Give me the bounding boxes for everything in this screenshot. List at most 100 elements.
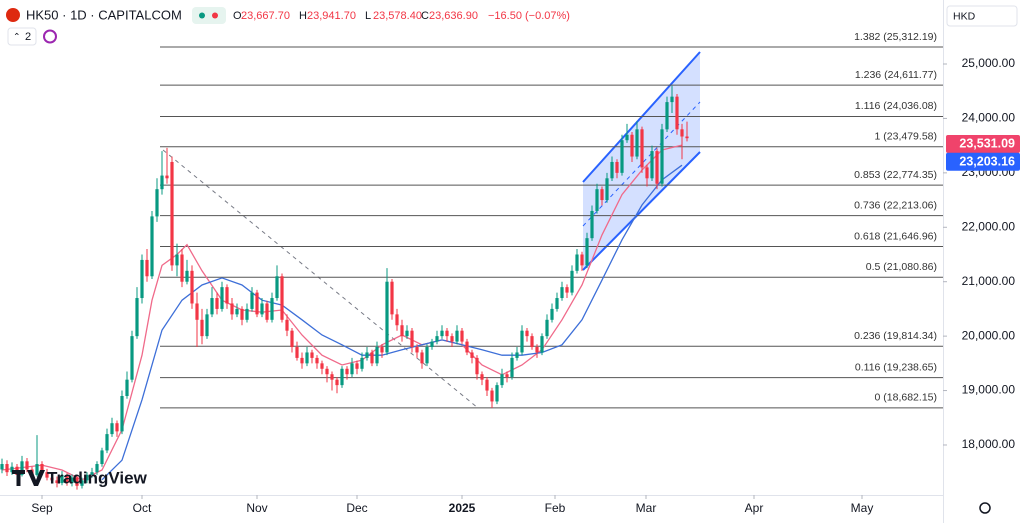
- candle-body: [660, 129, 664, 184]
- candle-body: [570, 270, 574, 293]
- candle-body: [500, 374, 504, 386]
- ohlc-key: O: [233, 10, 242, 22]
- candle-body: [100, 450, 104, 465]
- candle-body: [585, 238, 589, 266]
- ohlc-key: H: [299, 10, 307, 22]
- x-tick-label: Apr: [745, 501, 764, 515]
- candle-body: [135, 298, 139, 337]
- candle-body: [495, 385, 499, 402]
- candle-body: [200, 319, 204, 337]
- ohlc-value: 23,667.70: [241, 10, 290, 22]
- status-pill[interactable]: [192, 7, 226, 24]
- fib-label: 1.116 (24,036.08): [855, 100, 937, 112]
- candle-body: [270, 298, 274, 320]
- candle-body: [515, 352, 519, 358]
- candle-body: [525, 330, 529, 337]
- status-dot: [212, 12, 218, 19]
- channel-bottom: [582, 151, 701, 271]
- candle-body: [505, 374, 509, 377]
- candle-body: [145, 259, 149, 277]
- candle-body: [180, 254, 184, 282]
- logo-text: TradingView: [47, 468, 148, 487]
- candle-body: [420, 352, 424, 364]
- candle-body: [340, 368, 344, 386]
- trend-line: [162, 149, 479, 409]
- candle-body: [590, 210, 594, 239]
- candle-body: [310, 352, 314, 358]
- candle-body: [245, 308, 249, 320]
- indicator-toggle[interactable]: [7, 27, 37, 46]
- candle-body: [75, 477, 79, 486]
- candle-body: [50, 477, 54, 481]
- candle-body: [105, 434, 109, 451]
- symbol-flag: [6, 8, 20, 22]
- price-tag: [946, 134, 1020, 153]
- candle-body: [155, 189, 159, 217]
- candle-body: [5, 464, 9, 473]
- candle-body: [170, 161, 174, 266]
- channel-top: [582, 51, 701, 183]
- ohlc-key: C: [421, 10, 429, 22]
- candle-body: [210, 298, 214, 315]
- candle-body: [25, 461, 29, 470]
- currency: HKD: [953, 10, 976, 22]
- candle-body: [90, 472, 94, 475]
- candle-body: [275, 276, 279, 299]
- candle-body: [645, 167, 649, 179]
- y-tick-label: 22,000.00: [962, 219, 1016, 233]
- fib-label: 1.236 (24,611.77): [855, 69, 937, 81]
- candle-body: [530, 336, 534, 348]
- y-tick-label: 24,000.00: [962, 111, 1016, 125]
- ohlc-value: 23,636.90: [429, 10, 478, 22]
- change: −16.50 (−0.07%): [488, 10, 570, 22]
- candle-body: [445, 330, 449, 337]
- candle-body: [480, 374, 484, 380]
- candle-body: [205, 314, 209, 337]
- candle-body: [415, 347, 419, 353]
- indicator-count: 2: [25, 31, 31, 43]
- candle-body: [355, 363, 359, 369]
- candle-body: [670, 96, 674, 103]
- fib-label: 0.736 (22,213.06): [854, 199, 937, 211]
- candle-body: [40, 464, 44, 473]
- candle-body: [285, 319, 289, 331]
- settings-icon[interactable]: [979, 502, 991, 514]
- candle-body: [605, 178, 609, 201]
- ohlc-key: L: [365, 10, 371, 22]
- x-tick-label: 2025: [449, 501, 476, 515]
- candle-body: [640, 129, 644, 168]
- x-tick-label: Mar: [636, 501, 657, 515]
- candle-body: [435, 336, 439, 342]
- candle-body: [185, 270, 189, 282]
- candle-body: [150, 216, 154, 277]
- currency-select[interactable]: [946, 5, 1018, 27]
- candle-body: [360, 357, 364, 369]
- candle-body: [380, 347, 384, 353]
- candle-body: [350, 363, 354, 375]
- candle-body: [330, 374, 334, 380]
- fib-label: 1 (23,479.58): [875, 131, 937, 143]
- fib-label: 0.5 (21,080.86): [866, 261, 937, 273]
- sync-icon[interactable]: [43, 29, 57, 44]
- logo-icon: [12, 470, 45, 486]
- candle-body: [615, 161, 619, 173]
- candle-body: [125, 379, 129, 396]
- candle-body: [490, 390, 494, 402]
- candle-body: [385, 281, 389, 353]
- ma-line: [101, 164, 683, 481]
- candle-body: [0, 464, 4, 470]
- candle-body: [430, 341, 434, 348]
- candle-body: [390, 281, 394, 315]
- fib-label: 0.116 (19,238.65): [855, 361, 937, 373]
- candle-body: [80, 480, 84, 486]
- candle-body: [650, 151, 654, 179]
- candle-body: [225, 287, 229, 304]
- x-tick-label: May: [851, 501, 874, 515]
- candle-body: [235, 308, 239, 315]
- candle-body: [685, 136, 689, 139]
- fib-label: 0 (18,682.15): [875, 392, 937, 404]
- candle-body: [555, 298, 559, 309]
- candle-body: [470, 352, 474, 358]
- candle-body: [215, 298, 219, 309]
- x-tick-label: Dec: [346, 501, 367, 515]
